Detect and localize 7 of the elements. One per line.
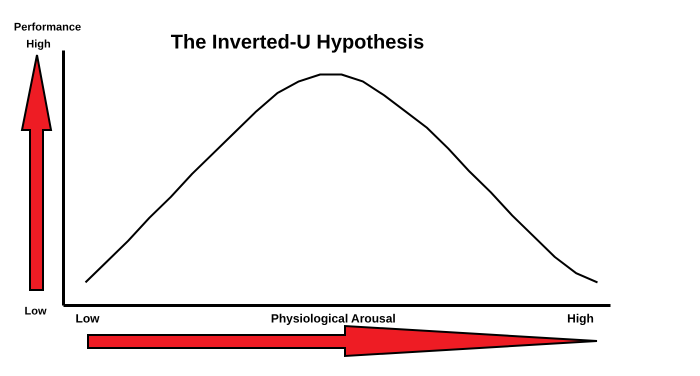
chart-title: The Inverted-U Hypothesis	[170, 32, 424, 54]
text: High	[567, 312, 594, 326]
text: High	[26, 38, 51, 50]
text: Low	[76, 312, 100, 326]
y-axis-title: Performance	[14, 22, 82, 34]
text: Low	[24, 306, 47, 318]
x-axis-title: Physiological Arousal	[270, 312, 396, 326]
